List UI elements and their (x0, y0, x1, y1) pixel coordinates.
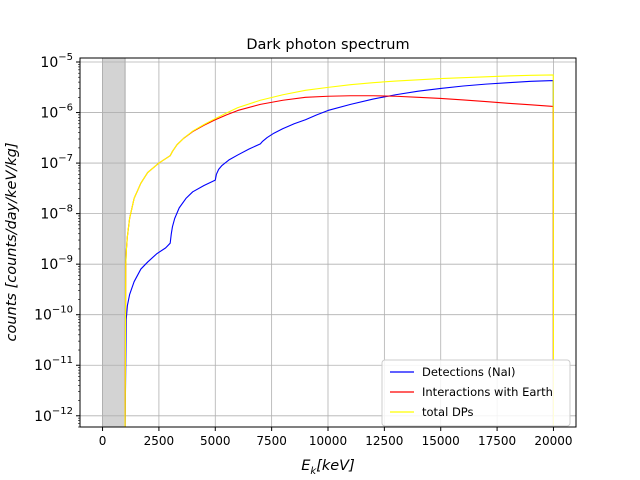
series-line-1 (124, 79, 555, 427)
x-tick-label: 15000 (422, 434, 460, 448)
x-tick-label: 17500 (478, 434, 516, 448)
legend-label-3: total DPs (422, 405, 474, 419)
x-tick-label: 0 (99, 434, 107, 448)
legend-label-2: Interactions with Earth (422, 385, 553, 399)
series-line-3 (124, 74, 555, 427)
x-tick-label: 5000 (200, 434, 231, 448)
y-axis-label: counts [counts/day/keV/kg] (4, 142, 20, 341)
x-tick-label: 20000 (534, 434, 572, 448)
legend: Detections (NaI) Interactions with Earth t… (381, 359, 571, 427)
chart-title: Dark photon spectrum (246, 37, 409, 53)
x-tick-label: 12500 (365, 434, 403, 448)
legend-label-1: Detections (NaI) (422, 365, 516, 379)
legend-box (381, 359, 571, 427)
x-tick-label: 7500 (256, 434, 287, 448)
x-tick-label: 10000 (309, 434, 347, 448)
shaded-region (102, 57, 126, 428)
x-tick-label: 2500 (144, 434, 175, 448)
